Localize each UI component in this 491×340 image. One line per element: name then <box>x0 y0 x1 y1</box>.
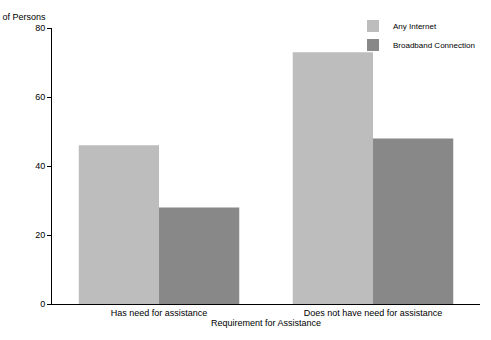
svg-text:20: 20 <box>35 230 45 240</box>
svg-text:40: 40 <box>35 161 45 171</box>
svg-text:Has need for assistance: Has need for assistance <box>111 308 208 318</box>
svg-text:0: 0 <box>40 299 45 309</box>
svg-text:Any Internet: Any Internet <box>393 22 437 31</box>
svg-text:Does not have need for assista: Does not have need for assistance <box>304 308 443 318</box>
svg-text:% of Persons: % of Persons <box>0 12 46 22</box>
svg-text:80: 80 <box>35 23 45 33</box>
svg-text:Requirement for Assistance: Requirement for Assistance <box>211 318 321 328</box>
svg-text:60: 60 <box>35 92 45 102</box>
svg-text:Broadband Connection: Broadband Connection <box>393 41 475 50</box>
